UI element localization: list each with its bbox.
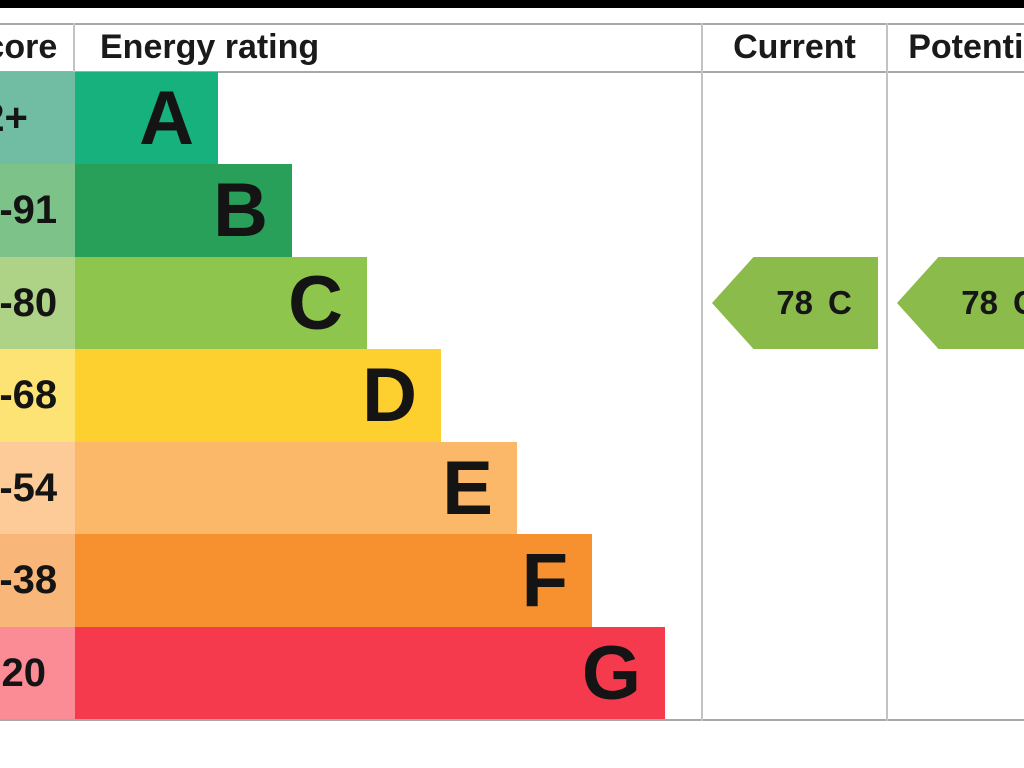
band-row-c: 69-80 C bbox=[0, 257, 1024, 349]
potential-rating-value: 78 bbox=[961, 284, 998, 321]
band-letter: E bbox=[442, 445, 493, 531]
score-range-label: 21-38 bbox=[0, 558, 58, 602]
header-bottom-border bbox=[0, 71, 1024, 73]
potential-rating-band: C bbox=[1013, 284, 1024, 322]
band-letter: C bbox=[288, 260, 343, 346]
band-bar-e: E bbox=[75, 442, 517, 534]
band-letter: A bbox=[139, 75, 194, 161]
band-letter: G bbox=[581, 630, 641, 716]
band-bar-f: F bbox=[75, 534, 592, 627]
score-header: Score bbox=[0, 28, 58, 66]
potential-column-divider bbox=[886, 23, 888, 721]
score-range-label: 81-91 bbox=[0, 188, 58, 232]
band-row-f: 21-38 F bbox=[0, 534, 1024, 627]
energy-rating-header: Energy rating bbox=[100, 28, 320, 66]
score-cell-c: 69-80 bbox=[0, 257, 75, 349]
band-bar-a: A bbox=[75, 72, 218, 164]
table-top-border bbox=[0, 23, 1024, 25]
band-row-d: 55-68 D bbox=[0, 349, 1024, 442]
band-row-g: 1-20 G bbox=[0, 627, 1024, 719]
score-cell-e: 39-54 bbox=[0, 442, 75, 534]
score-cell-g: 1-20 bbox=[0, 627, 75, 719]
score-cell-d: 55-68 bbox=[0, 349, 75, 442]
band-bar-b: B bbox=[75, 164, 292, 257]
table-bottom-border bbox=[0, 719, 1024, 721]
score-cell-b: 81-91 bbox=[0, 164, 75, 257]
band-row-e: 39-54 E bbox=[0, 442, 1024, 534]
current-column-divider bbox=[701, 23, 703, 721]
score-range-label: 39-54 bbox=[0, 465, 58, 510]
score-cell-a: 92+ bbox=[0, 72, 75, 164]
band-bar-d: D bbox=[75, 349, 441, 442]
score-range-label: 69-80 bbox=[0, 280, 58, 325]
band-row-a: 92+ A bbox=[0, 72, 1024, 164]
current-rating-arrow: 78 C bbox=[712, 257, 878, 349]
current-header: Current bbox=[733, 28, 856, 66]
band-letter: F bbox=[521, 538, 568, 623]
score-range-label: 92+ bbox=[0, 95, 28, 140]
band-letter: B bbox=[213, 168, 268, 253]
score-column-divider bbox=[73, 23, 75, 73]
band-bar-g: G bbox=[75, 627, 665, 719]
band-row-b: 81-91 B bbox=[0, 164, 1024, 257]
band-letter: D bbox=[362, 353, 417, 438]
current-rating-value: 78 bbox=[776, 284, 813, 321]
current-rating-band: C bbox=[827, 284, 852, 321]
top-letterbox-bar bbox=[0, 0, 1024, 8]
score-range-label: 1-20 bbox=[0, 650, 47, 695]
band-bar-c: C bbox=[75, 257, 367, 349]
score-range-label: 55-68 bbox=[0, 373, 58, 417]
potential-header: Potential bbox=[908, 28, 1024, 66]
score-cell-f: 21-38 bbox=[0, 534, 75, 627]
